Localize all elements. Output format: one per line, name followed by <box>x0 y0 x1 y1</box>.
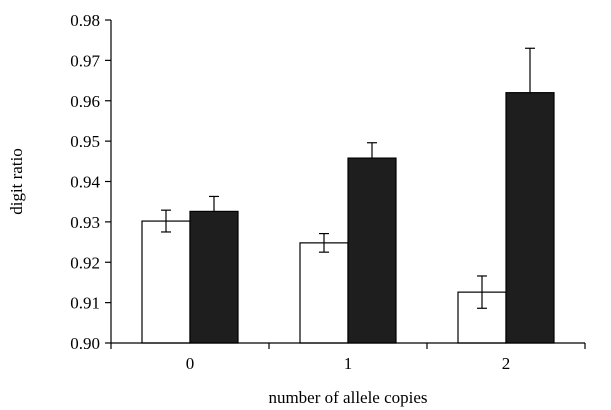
x-tick-label: 1 <box>344 354 353 373</box>
y-tick-label: 0.94 <box>70 173 100 192</box>
y-tick-label: 0.96 <box>70 92 100 111</box>
bar-white <box>141 220 191 344</box>
bar-black <box>347 157 397 344</box>
x-tick-label: 0 <box>186 354 195 373</box>
y-tick-label: 0.97 <box>70 51 100 70</box>
y-tick-label: 0.92 <box>70 253 100 272</box>
bars-group <box>141 92 555 344</box>
error-bars-group <box>161 47 535 309</box>
y-tick-label: 0.93 <box>70 213 100 232</box>
y-tick-label: 0.95 <box>70 132 100 151</box>
x-axis-ticks: 0 1 2 <box>110 343 586 373</box>
bar-black <box>505 92 555 344</box>
y-tick-label: 0.98 <box>70 11 100 30</box>
x-tick-label: 2 <box>502 354 511 373</box>
y-tick-label: 0.91 <box>70 294 100 313</box>
y-axis-ticks: 0.90 0.91 0.92 0.93 0.94 0.95 0.96 0.97 0.98 <box>70 11 111 353</box>
y-tick-label: 0.90 <box>70 334 100 353</box>
y-axis-label: digit ratio <box>7 148 26 215</box>
x-axis-label: number of allele copies <box>268 388 427 407</box>
bar-white <box>299 242 349 344</box>
bar-black <box>189 210 239 344</box>
